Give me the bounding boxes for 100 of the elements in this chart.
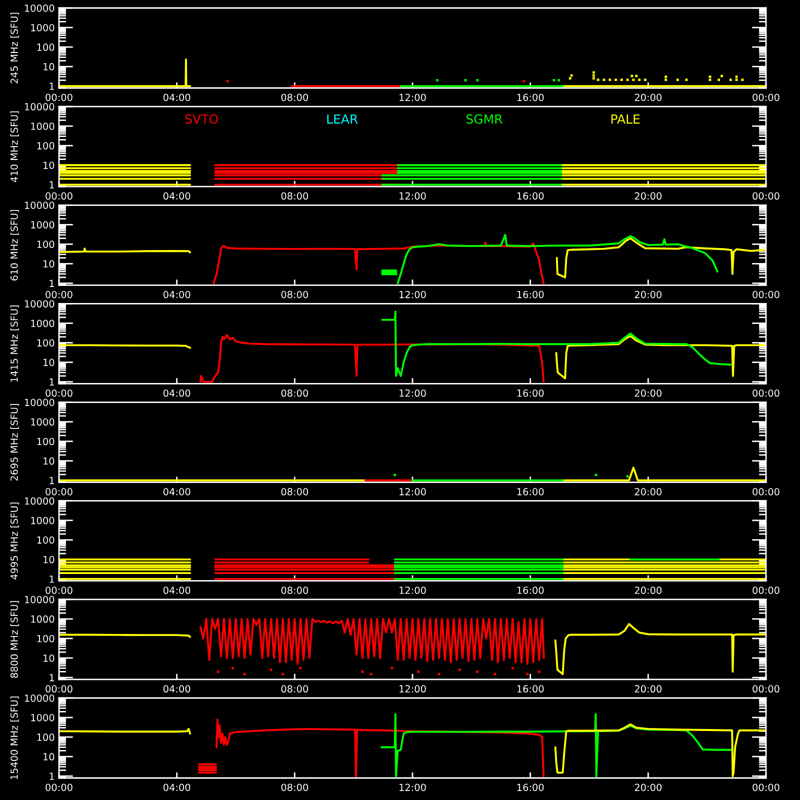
x-tick-label: 20:00 xyxy=(634,784,662,792)
y-tick-label: 10000 xyxy=(24,300,54,308)
x-tick-label: 12:00 xyxy=(400,488,426,496)
x-tick-label: 04:00 xyxy=(163,586,190,594)
x-tick-label: 00:00 xyxy=(46,685,72,693)
y-tick-label: 1 xyxy=(50,772,54,780)
x-tick-label: 20:00 xyxy=(634,94,662,102)
y-tick-label: 10 xyxy=(44,260,54,268)
x-tick-label: 12:00 xyxy=(400,389,426,397)
x-tick-label: 04:00 xyxy=(163,784,190,792)
y-tick-label: 10000 xyxy=(24,202,54,209)
x-tick-label: 20:00 xyxy=(634,586,662,594)
x-tick-label: 04:00 xyxy=(163,290,190,298)
y-tick-label: 10000 xyxy=(24,596,54,604)
x-tick-label: 16:00 xyxy=(517,586,544,594)
x-tick-label: 12:00 xyxy=(400,586,426,594)
text: SGMR xyxy=(466,114,502,124)
y-tick-label: 10 xyxy=(44,162,54,169)
x-tick-label: 04:00 xyxy=(163,94,190,102)
x-tick-label: 00:00 xyxy=(752,685,780,693)
x-tick-label: 00:00 xyxy=(46,389,72,397)
x-tick-label: 00:00 xyxy=(752,488,780,496)
y-tick-label: 1000 xyxy=(31,615,54,623)
y-axis-title: 410 MHz [SFU] xyxy=(10,111,19,182)
x-tick-label: 20:00 xyxy=(634,488,662,496)
text: SVTO xyxy=(185,114,218,124)
y-tick-label: 1 xyxy=(50,82,54,90)
x-tick-label: 00:00 xyxy=(752,784,780,792)
x-tick-label: 16:00 xyxy=(517,685,544,693)
y-tick-label: 100 xyxy=(37,339,54,347)
x-tick-label: 16:00 xyxy=(517,290,544,298)
y-tick-label: 1 xyxy=(50,181,54,188)
x-tick-label: 00:00 xyxy=(752,389,780,397)
y-tick-label: 1 xyxy=(50,477,54,484)
y-axis-title: 1415 MHz [SFU] xyxy=(10,305,19,382)
text: PALE xyxy=(611,114,640,124)
x-tick-label: 16:00 xyxy=(517,488,544,496)
x-tick-label: 20:00 xyxy=(634,290,662,298)
x-tick-label: 04:00 xyxy=(163,389,190,397)
x-tick-label: 08:00 xyxy=(281,586,308,594)
y-tick-label: 1000 xyxy=(31,24,54,32)
x-tick-label: 00:00 xyxy=(46,488,72,496)
y-tick-label: 10000 xyxy=(24,4,54,12)
y-axis-title: 2695 MHz [SFU] xyxy=(10,404,19,481)
x-tick-label: 00:00 xyxy=(46,192,72,200)
y-tick-label: 1000 xyxy=(31,320,54,328)
x-tick-label: 00:00 xyxy=(752,94,780,102)
y-tick-label: 10 xyxy=(44,654,54,662)
x-tick-label: 04:00 xyxy=(163,488,190,496)
x-tick-label: 16:00 xyxy=(517,389,544,397)
y-axis-title: 610 MHz [SFU] xyxy=(10,210,19,280)
y-axis-title: 15400 MHz [SFU] xyxy=(10,696,19,780)
y-tick-label: 1 xyxy=(50,576,54,583)
y-tick-label: 10 xyxy=(44,753,54,760)
x-tick-label: 12:00 xyxy=(400,290,426,298)
x-tick-label: 00:00 xyxy=(752,192,780,200)
y-tick-label: 100 xyxy=(37,240,54,248)
x-tick-label: 12:00 xyxy=(400,192,426,200)
x-tick-label: 08:00 xyxy=(281,488,308,496)
y-tick-label: 1 xyxy=(50,378,54,386)
y-tick-label: 1000 xyxy=(31,221,54,228)
y-tick-label: 1000 xyxy=(31,122,54,130)
y-axis-title: 245 MHz [SFU] xyxy=(10,12,19,84)
x-tick-label: 20:00 xyxy=(634,192,662,200)
x-tick-label: 00:00 xyxy=(46,94,72,102)
y-tick-label: 10 xyxy=(44,457,54,465)
y-tick-label: 100 xyxy=(37,44,54,51)
legend-label: LEAR xyxy=(327,114,358,124)
x-tick-label: 04:00 xyxy=(163,685,190,693)
x-tick-label: 16:00 xyxy=(517,94,544,102)
x-tick-label: 08:00 xyxy=(281,685,308,693)
x-tick-label: 12:00 xyxy=(400,784,426,792)
y-axis-title: 8800 MHz [SFU] xyxy=(10,601,19,678)
x-tick-label: 08:00 xyxy=(281,192,308,200)
x-tick-label: 00:00 xyxy=(46,290,72,298)
y-tick-label: 1000 xyxy=(31,516,54,524)
y-tick-label: 10 xyxy=(44,556,54,564)
y-tick-label: 1000 xyxy=(31,714,54,722)
x-tick-label: 04:00 xyxy=(163,192,190,200)
x-tick-label: 16:00 xyxy=(517,192,544,200)
x-tick-label: 16:00 xyxy=(517,784,544,792)
y-tick-label: 1000 xyxy=(31,418,54,426)
y-tick-label: 10000 xyxy=(24,103,54,110)
x-tick-label: 08:00 xyxy=(281,389,308,397)
x-tick-label: 00:00 xyxy=(46,586,72,594)
x-tick-label: 08:00 xyxy=(281,94,308,102)
x-tick-label: 20:00 xyxy=(634,685,662,693)
x-tick-label: 20:00 xyxy=(634,389,662,397)
x-tick-label: 00:00 xyxy=(46,784,72,792)
y-tick-label: 10 xyxy=(44,358,54,366)
y-tick-label: 100 xyxy=(37,734,54,741)
y-tick-label: 10 xyxy=(44,63,54,70)
y-tick-label: 1 xyxy=(50,280,54,287)
x-tick-label: 08:00 xyxy=(281,784,308,792)
y-tick-label: 100 xyxy=(37,142,54,150)
y-tick-label: 100 xyxy=(37,438,54,446)
y-tick-label: 100 xyxy=(37,634,54,642)
y-axis-title: 4995 MHz [SFU] xyxy=(10,502,19,580)
x-tick-label: 08:00 xyxy=(281,290,308,298)
y-tick-label: 10000 xyxy=(24,398,54,406)
